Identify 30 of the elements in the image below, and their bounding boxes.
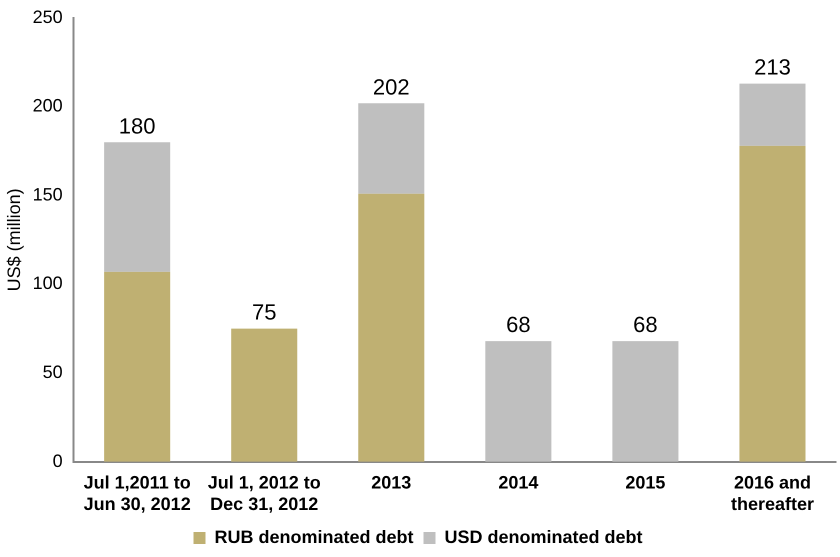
bar	[231, 328, 298, 462]
bar	[104, 142, 170, 272]
y-tick-label: 0	[52, 450, 63, 471]
x-tick-label: 2016 and thereafter	[730, 472, 814, 514]
bar	[358, 194, 424, 462]
bar	[358, 103, 424, 194]
bar	[104, 272, 170, 462]
total-label: 180	[118, 113, 156, 138]
y-tick-label: 150	[32, 184, 63, 204]
bar	[485, 341, 552, 462]
total-label: 202	[372, 74, 410, 100]
legend-label: USD denominated debt	[444, 526, 643, 547]
total-label: 213	[754, 54, 791, 80]
total-label: 75	[252, 300, 276, 325]
x-tick-label: 2013	[371, 472, 412, 493]
x-tick-label: 2014	[498, 472, 538, 493]
y-tick-label: 50	[42, 362, 63, 382]
x-tick-label: Jul 1, 2012 to Dec 31, 2012	[208, 472, 321, 514]
total-label: 68	[633, 312, 658, 338]
bar	[612, 341, 678, 462]
y-axis-title: US$ (million)	[4, 188, 24, 292]
y-tick-label: 200	[32, 96, 63, 116]
total-label: 68	[506, 312, 531, 338]
x-tick-label: Jul 1,2011 to Jun 30, 2012	[84, 472, 191, 514]
bar	[739, 84, 806, 146]
x-tick-label: 2015	[625, 472, 666, 493]
legend-label: RUB denominated debt	[214, 526, 414, 547]
y-tick-label: 100	[32, 273, 63, 294]
bar	[739, 146, 806, 462]
y-tick-label: 250	[32, 6, 63, 27]
